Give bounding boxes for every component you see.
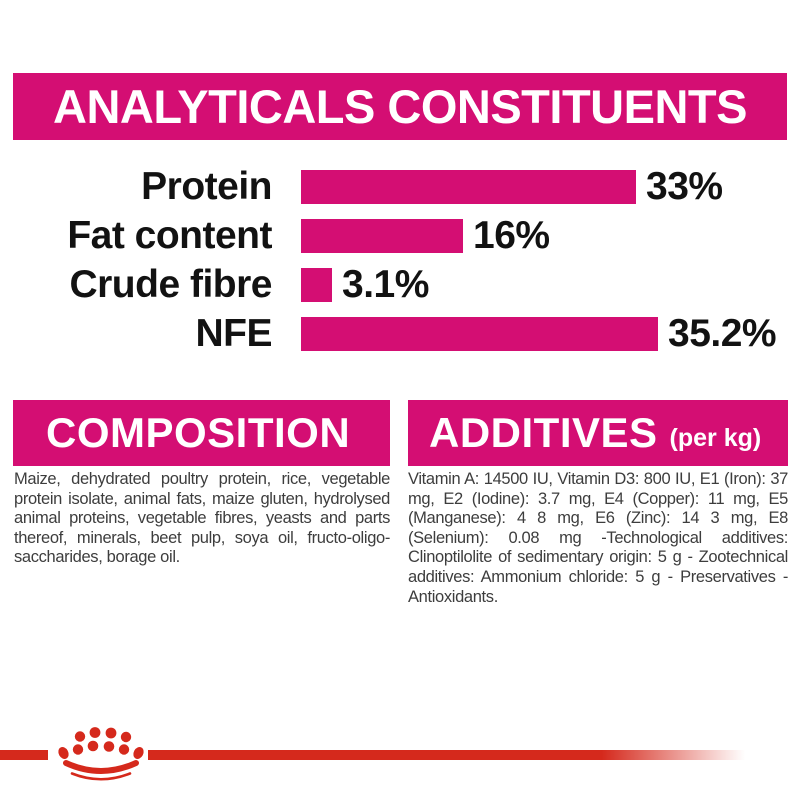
- chart-row-protein: Protein 33%: [0, 162, 800, 211]
- bar-track: 3.1%: [301, 263, 429, 307]
- additives-title-suffix: (per kg): [669, 423, 762, 452]
- analytical-constituents-title: ANALYTICALS CONSTITUENTS: [53, 80, 747, 133]
- composition-body: Maize, dehydrated poultry protein, rice,…: [14, 470, 390, 567]
- additives-body: Vitamin A: 14500 IU, Vitamin D3: 800 IU,…: [408, 470, 788, 606]
- footer-line-left: [0, 750, 48, 760]
- analytical-constituents-banner: ANALYTICALS CONSTITUENTS: [13, 73, 787, 140]
- chart-row-crude-fibre: Crude fibre 3.1%: [0, 260, 800, 309]
- royal-canin-crown-paw-logo-icon: [58, 727, 144, 781]
- bar-label: Fat content: [67, 213, 272, 257]
- footer-line-right: [148, 750, 745, 760]
- analytical-constituents-chart: Protein 33% Fat content 16% Crude fibre 3.1% N…: [0, 162, 800, 358]
- composition-title: COMPOSITION: [46, 409, 351, 456]
- bar: [301, 316, 658, 351]
- bar-value: 33%: [646, 164, 723, 208]
- composition-header: COMPOSITION: [13, 400, 390, 466]
- bar: [301, 218, 463, 253]
- bar-label: NFE: [195, 311, 273, 355]
- bar-track: 35.2%: [301, 311, 777, 356]
- bar-label: Protein: [141, 164, 272, 208]
- bar-label: Crude fibre: [69, 262, 272, 306]
- bar: [301, 169, 636, 204]
- chart-row-nfe: NFE 35.2%: [0, 309, 800, 358]
- additives-header: ADDITIVES (per kg): [408, 400, 788, 466]
- bar-track: 16%: [301, 214, 550, 258]
- bar-value: 16%: [473, 213, 550, 257]
- bar-value: 3.1%: [342, 262, 429, 306]
- bar-value: 35.2%: [668, 311, 777, 355]
- bar: [301, 267, 332, 302]
- additives-title: ADDITIVES: [429, 409, 658, 456]
- bar-track: 33%: [301, 165, 723, 209]
- chart-row-fat-content: Fat content 16%: [0, 211, 800, 260]
